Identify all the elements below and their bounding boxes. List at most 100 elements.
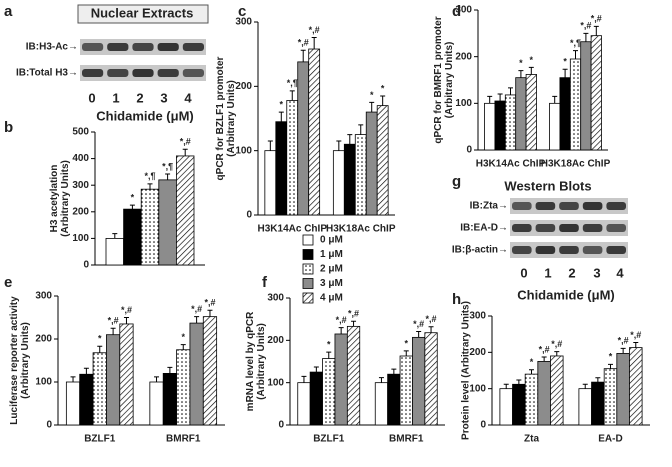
- panel-label: a: [4, 3, 13, 20]
- error-bar: [358, 124, 364, 135]
- y-axis-label: (Arbitrary Units): [60, 160, 71, 237]
- error-bar: [182, 148, 188, 156]
- blot-band: [132, 43, 154, 51]
- blot-band: [512, 224, 532, 232]
- panel-label: c: [238, 3, 246, 20]
- error-bar: [595, 377, 601, 383]
- y-tick-label: 300: [267, 293, 284, 304]
- error-bar: [180, 344, 186, 350]
- significance-marker: *,¶: [287, 78, 298, 88]
- panel-label: f: [262, 274, 268, 291]
- significance-marker: *: [530, 55, 534, 65]
- x-tick-label: H3K18Ac ChIP: [326, 224, 396, 235]
- y-tick-label: 300: [455, 5, 472, 16]
- bar: [374, 382, 389, 426]
- error-bar: [97, 345, 103, 353]
- error-bar: [165, 173, 171, 180]
- error-bar: [112, 233, 118, 239]
- lane-label: 4: [616, 265, 624, 280]
- lane-label: 3: [593, 265, 600, 280]
- panel-label: g: [452, 173, 461, 190]
- significance-marker: *: [404, 338, 408, 348]
- bar: [494, 100, 506, 151]
- bar: [105, 237, 125, 266]
- blot-band: [606, 246, 626, 254]
- significance-marker: *,#: [348, 309, 359, 319]
- lane-label: 2: [568, 265, 575, 280]
- bar: [603, 368, 618, 426]
- bar: [65, 381, 81, 426]
- blot-title: Nuclear Extracts: [91, 5, 194, 20]
- bar: [580, 41, 592, 151]
- error-bar: [529, 369, 534, 375]
- error-bar: [267, 140, 273, 151]
- significance-marker: *,#: [630, 330, 641, 340]
- bar: [79, 373, 94, 426]
- bar: [149, 381, 164, 426]
- significance-marker: *,#: [539, 344, 550, 354]
- y-tick-label: 200: [267, 335, 284, 346]
- bar: [550, 355, 564, 426]
- x-tick-label: BZLF1: [313, 434, 345, 445]
- blot-title-box: [77, 4, 209, 24]
- bar: [504, 94, 517, 151]
- y-axis-label: (Arbitrary Units): [226, 80, 237, 157]
- error-bar: [300, 49, 306, 62]
- legend-label: 3 μM: [320, 278, 343, 289]
- significance-marker: *: [519, 58, 523, 68]
- blot-row-label: IB:Total H3→: [16, 68, 78, 79]
- y-tick-label: 0: [83, 260, 89, 271]
- error-bar: [147, 183, 153, 190]
- error-bar: [83, 367, 89, 375]
- lane-label: 1: [544, 265, 551, 280]
- y-tick-label: 100: [35, 377, 52, 388]
- blot-row-label: IB:EA-D→: [460, 223, 508, 234]
- error-bar: [194, 316, 200, 324]
- y-axis-label: mRNA level by qPCR: [245, 311, 256, 411]
- error-bar: [338, 327, 344, 334]
- significance-marker: *: [563, 57, 567, 67]
- significance-marker: *: [181, 332, 185, 342]
- legend-swatch: [302, 278, 314, 289]
- blot-band: [157, 69, 179, 77]
- blot-row-label: IB:Zta→: [470, 201, 508, 212]
- error-bar: [583, 32, 589, 42]
- bar: [412, 336, 426, 426]
- significance-marker: *,#: [309, 25, 320, 35]
- bar: [158, 179, 177, 266]
- significance-marker: *,¶: [162, 161, 173, 171]
- significance-marker: *: [370, 90, 374, 100]
- error-bar: [336, 140, 342, 151]
- significance-marker: *: [609, 352, 613, 362]
- blot-band: [606, 224, 626, 232]
- panel-label: h: [452, 291, 461, 308]
- error-bar: [110, 327, 116, 335]
- significance-marker: *,#: [298, 38, 309, 48]
- error-bar: [278, 111, 284, 122]
- error-bar: [528, 66, 534, 75]
- error-bar: [487, 95, 493, 104]
- lane-label: 3: [160, 90, 167, 105]
- lane-label: 1: [112, 90, 119, 105]
- panel-label: e: [4, 274, 12, 291]
- bar: [616, 353, 630, 426]
- error-bar: [428, 326, 434, 333]
- y-axis-label: (Arbitrary Units): [20, 322, 31, 399]
- blot-band: [107, 69, 129, 77]
- error-bar: [313, 366, 319, 373]
- significance-marker: *,#: [336, 315, 347, 325]
- bar: [559, 77, 571, 151]
- legend-swatch: [302, 263, 314, 275]
- bar: [376, 105, 389, 216]
- blot-band: [82, 69, 104, 77]
- blot-band: [157, 43, 179, 51]
- bar: [591, 381, 605, 426]
- bar: [512, 383, 526, 426]
- error-bar: [391, 368, 397, 375]
- error-bar: [541, 356, 547, 362]
- legend-swatch: [302, 249, 314, 260]
- error-bar: [403, 350, 409, 356]
- legend-label: 4 μM: [320, 293, 343, 304]
